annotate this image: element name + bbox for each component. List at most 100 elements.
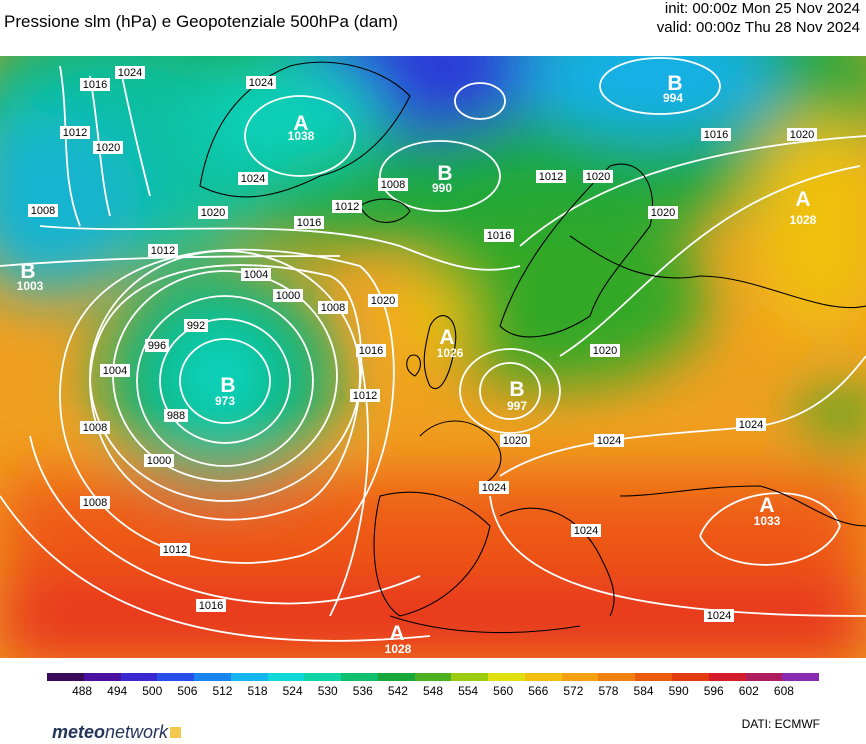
isobar-label: 1024 bbox=[238, 172, 268, 185]
svg-text:1020: 1020 bbox=[371, 295, 395, 307]
svg-text:973: 973 bbox=[215, 394, 235, 408]
isobar-label: 1004 bbox=[100, 364, 130, 377]
isobar-label: 1008 bbox=[80, 421, 110, 434]
isobar-label: 1016 bbox=[80, 78, 110, 91]
svg-text:B: B bbox=[667, 72, 682, 95]
colorbar-swatch bbox=[635, 673, 673, 681]
colorbar-tick-label: 596 bbox=[703, 684, 724, 698]
isobar-label: 1016 bbox=[484, 229, 514, 242]
isobar-label: 1020 bbox=[93, 141, 123, 154]
svg-text:A: A bbox=[795, 188, 810, 211]
brand-logo: meteonetwork bbox=[52, 722, 182, 743]
svg-text:1004: 1004 bbox=[244, 269, 268, 281]
colorbar-tick-label: 584 bbox=[633, 684, 654, 698]
high-center: A 1028 bbox=[790, 188, 817, 227]
colorbar-swatch bbox=[745, 673, 783, 681]
colorbar-tick-label: 560 bbox=[493, 684, 514, 698]
colorbar-swatch bbox=[782, 673, 820, 681]
svg-text:1033: 1033 bbox=[754, 514, 781, 528]
colorbar-swatch bbox=[304, 673, 342, 681]
colorbar-swatch bbox=[377, 673, 415, 681]
isobar-label: 1012 bbox=[148, 244, 178, 257]
svg-text:1016: 1016 bbox=[704, 129, 728, 141]
weather-map[interactable]: 1004 1000 992 996 988 1000 1004 1008 101… bbox=[0, 56, 866, 658]
svg-text:1028: 1028 bbox=[790, 213, 817, 227]
isobar-label: 1020 bbox=[500, 434, 530, 447]
colorbar-swatch bbox=[488, 673, 525, 681]
svg-text:990: 990 bbox=[432, 181, 452, 195]
svg-text:1012: 1012 bbox=[63, 127, 87, 139]
svg-text:1024: 1024 bbox=[118, 67, 142, 79]
colorbar-tick-label: 530 bbox=[317, 684, 338, 698]
colorbar-swatch bbox=[157, 673, 195, 681]
colorbar-swatch bbox=[524, 673, 562, 681]
svg-text:1020: 1020 bbox=[790, 129, 814, 141]
colorbar-swatch bbox=[672, 673, 709, 681]
isobars bbox=[0, 57, 866, 642]
svg-text:1008: 1008 bbox=[31, 205, 55, 217]
svg-text:997: 997 bbox=[507, 399, 527, 413]
isobar-label: 1024 bbox=[246, 76, 276, 89]
svg-text:1012: 1012 bbox=[335, 201, 359, 213]
svg-text:A: A bbox=[439, 326, 454, 349]
colorbar-tick-label: 500 bbox=[142, 684, 163, 698]
colorbar-tick-label: 602 bbox=[738, 684, 759, 698]
isobar-label: 1024 bbox=[571, 524, 601, 537]
colorbar-swatch bbox=[414, 673, 452, 681]
svg-text:1020: 1020 bbox=[503, 435, 527, 447]
svg-text:1012: 1012 bbox=[151, 245, 175, 257]
colorbar-tick-label: 494 bbox=[107, 684, 128, 698]
svg-text:1000: 1000 bbox=[276, 290, 300, 302]
isobar-label: 1020 bbox=[590, 344, 620, 357]
svg-text:A: A bbox=[389, 622, 404, 645]
isobar-label: 988 bbox=[164, 409, 188, 422]
svg-text:B: B bbox=[509, 378, 524, 401]
isobar-label: 1024 bbox=[704, 609, 734, 622]
isobar-label: 1016 bbox=[294, 216, 324, 229]
svg-text:A: A bbox=[293, 112, 308, 135]
colorbar bbox=[47, 673, 820, 681]
svg-text:1012: 1012 bbox=[163, 544, 187, 556]
valid-time: valid: 00:00z Thu 28 Nov 2024 bbox=[656, 19, 860, 36]
svg-text:1008: 1008 bbox=[83, 422, 107, 434]
isobar-label: 1024 bbox=[479, 481, 509, 494]
isobar-label: 1016 bbox=[356, 344, 386, 357]
colorbar-tick-label: 536 bbox=[352, 684, 373, 698]
colorbar-tick-label: 578 bbox=[598, 684, 619, 698]
colorbar-tick-label: 608 bbox=[773, 684, 794, 698]
colorbar-tick-label: 524 bbox=[282, 684, 303, 698]
isobar-label: 1008 bbox=[80, 496, 110, 509]
svg-text:1024: 1024 bbox=[249, 77, 273, 89]
isobar-label: 1000 bbox=[273, 289, 303, 302]
isobar-label: 1012 bbox=[160, 543, 190, 556]
colorbar-swatch bbox=[120, 673, 158, 681]
isobar-label: 1016 bbox=[196, 599, 226, 612]
svg-text:1003: 1003 bbox=[17, 279, 44, 293]
svg-text:1008: 1008 bbox=[381, 179, 405, 191]
svg-text:1016: 1016 bbox=[359, 345, 383, 357]
svg-text:1024: 1024 bbox=[241, 173, 265, 185]
isobar-labels: 1004 1000 992 996 988 1000 1004 1008 101… bbox=[28, 66, 817, 622]
isobar-label: 1024 bbox=[736, 418, 766, 431]
isobar-label: 1012 bbox=[350, 389, 380, 402]
isobar-label: 992 bbox=[184, 319, 208, 332]
isobar-label: 1024 bbox=[594, 434, 624, 447]
init-time: init: 00:00z Mon 25 Nov 2024 bbox=[664, 0, 860, 17]
isobar-label: 1008 bbox=[28, 204, 58, 217]
svg-text:1024: 1024 bbox=[739, 419, 763, 431]
svg-text:1004: 1004 bbox=[103, 365, 127, 377]
colorbar-swatch bbox=[341, 673, 378, 681]
isobar-label: 1020 bbox=[583, 170, 613, 183]
data-credit: DATI: ECMWF bbox=[741, 717, 820, 731]
svg-text:1024: 1024 bbox=[482, 482, 506, 494]
isobar-label: 996 bbox=[145, 339, 169, 352]
svg-text:996: 996 bbox=[148, 340, 166, 352]
svg-text:1020: 1020 bbox=[593, 345, 617, 357]
svg-text:1016: 1016 bbox=[487, 230, 511, 242]
svg-text:1000: 1000 bbox=[147, 455, 171, 467]
